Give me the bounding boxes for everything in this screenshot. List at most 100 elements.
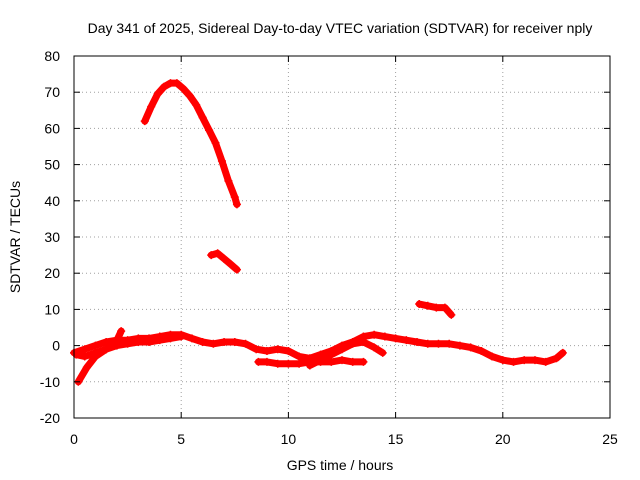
chart-title: Day 341 of 2025, Sidereal Day-to-day VTE…	[88, 20, 593, 36]
data-point-baseline-d	[359, 357, 368, 366]
data-point-arc-high	[179, 84, 188, 93]
data-point-arc-high	[198, 113, 207, 122]
data-point-arc-high	[153, 90, 162, 99]
data-point-baseline-c	[123, 339, 132, 348]
data-point-baseline-e	[338, 345, 346, 354]
data-point-baseline-a	[558, 348, 567, 357]
data-point-baseline-a	[466, 343, 475, 352]
y-tick-label: 70	[44, 84, 60, 100]
x-tick-label: 20	[495, 431, 511, 447]
data-point-arc-high	[211, 138, 220, 147]
data-point-arc-right	[423, 301, 432, 310]
data-point-arc-high	[224, 176, 233, 185]
y-tick-label: 50	[44, 157, 60, 173]
tick-layer: 0 5 10 15 20 25 -20 -10 0 10 20 30 40 50 60 70 80	[40, 48, 618, 447]
data-point-arc-mid	[213, 249, 222, 258]
data-point-baseline-e	[327, 350, 336, 359]
data-point-arc-mid	[232, 265, 241, 274]
data-point-baseline-b	[72, 350, 81, 359]
data-point-arc-mid	[207, 251, 216, 260]
data-point-arc-right	[432, 303, 441, 312]
data-point-baseline-c	[102, 345, 111, 354]
y-tick-label: 40	[44, 193, 60, 209]
data-layer	[70, 79, 567, 386]
x-tick-label: 0	[70, 431, 78, 447]
data-point-baseline-a	[520, 356, 529, 365]
data-point-arc-right	[447, 310, 456, 319]
data-point-arc-mid	[226, 260, 235, 269]
data-point-baseline-a	[445, 339, 454, 348]
data-point-baseline-c	[155, 336, 164, 345]
data-point-baseline-a	[370, 330, 379, 339]
data-point-baseline-a	[380, 332, 389, 341]
x-tick-label: 5	[177, 431, 185, 447]
data-point-baseline-a	[413, 337, 422, 346]
data-point-baseline-c	[166, 334, 175, 343]
data-point-baseline-b	[80, 352, 89, 361]
data-point-baseline-d	[348, 357, 357, 366]
data-point-baseline-d	[284, 359, 293, 368]
data-point-baseline-a	[423, 339, 432, 348]
y-axis-label: SDTVAR / TECUs	[7, 181, 23, 293]
data-point-baseline-a	[391, 334, 400, 343]
data-point-baseline-a	[295, 352, 304, 361]
data-point-baseline-c	[82, 363, 91, 372]
data-point-baseline-a	[509, 357, 518, 366]
data-point-baseline-a	[455, 341, 464, 350]
data-point-baseline-c	[134, 337, 143, 346]
data-point-baseline-a	[252, 345, 261, 354]
data-point-baseline-e	[348, 339, 357, 348]
data-point-baseline-d	[254, 357, 263, 366]
data-point-baseline-a	[91, 341, 100, 350]
data-point-arc-right	[440, 303, 449, 312]
data-point-baseline-b	[117, 327, 126, 336]
y-tick-label: 60	[44, 120, 60, 136]
data-point-baseline-a	[220, 337, 229, 346]
data-point-arc-high	[160, 82, 169, 91]
x-axis-label: GPS time / hours	[287, 457, 394, 473]
data-point-baseline-e	[370, 343, 379, 352]
data-point-baseline-a	[284, 347, 293, 356]
data-point-baseline-d	[262, 357, 271, 366]
x-tick-label: 15	[388, 431, 404, 447]
data-point-baseline-e	[305, 361, 314, 370]
data-point-baseline-a	[402, 336, 411, 345]
y-tick-label: 30	[44, 229, 60, 245]
data-point-arc-high	[217, 156, 226, 165]
data-point-baseline-a	[530, 356, 539, 365]
data-point-baseline-a	[230, 337, 239, 346]
data-point-arc-high	[140, 117, 149, 126]
data-point-baseline-a	[241, 339, 250, 348]
data-point-baseline-a	[498, 356, 507, 365]
y-tick-label: 10	[44, 301, 60, 317]
data-point-baseline-a	[262, 347, 271, 356]
data-point-arc-right	[415, 299, 424, 308]
data-point-baseline-d	[338, 356, 346, 365]
data-point-arc-high	[205, 126, 214, 135]
data-point-baseline-d	[273, 359, 282, 368]
y-tick-label: -20	[40, 410, 60, 426]
y-tick-label: 0	[52, 338, 60, 354]
data-point-arc-high	[172, 79, 181, 88]
data-point-baseline-c	[177, 332, 186, 341]
data-point-baseline-e	[378, 348, 387, 357]
data-point-arc-high	[147, 102, 156, 111]
data-point-baseline-a	[488, 352, 497, 361]
data-point-baseline-d	[295, 359, 304, 368]
data-point-baseline-a	[552, 354, 561, 363]
data-point-baseline-a	[198, 337, 207, 346]
data-point-baseline-c	[145, 337, 154, 346]
y-tick-label: -10	[40, 374, 60, 390]
data-point-baseline-d	[327, 357, 336, 366]
data-point-baseline-a	[477, 347, 486, 356]
x-tick-label: 25	[602, 431, 618, 447]
data-point-baseline-a	[209, 339, 218, 348]
data-point-baseline-e	[316, 356, 325, 365]
y-tick-label: 80	[44, 48, 60, 64]
data-point-arc-high	[232, 200, 241, 209]
data-point-baseline-a	[273, 345, 282, 354]
data-point-arc-high	[185, 91, 194, 100]
x-tick-label: 10	[281, 431, 297, 447]
